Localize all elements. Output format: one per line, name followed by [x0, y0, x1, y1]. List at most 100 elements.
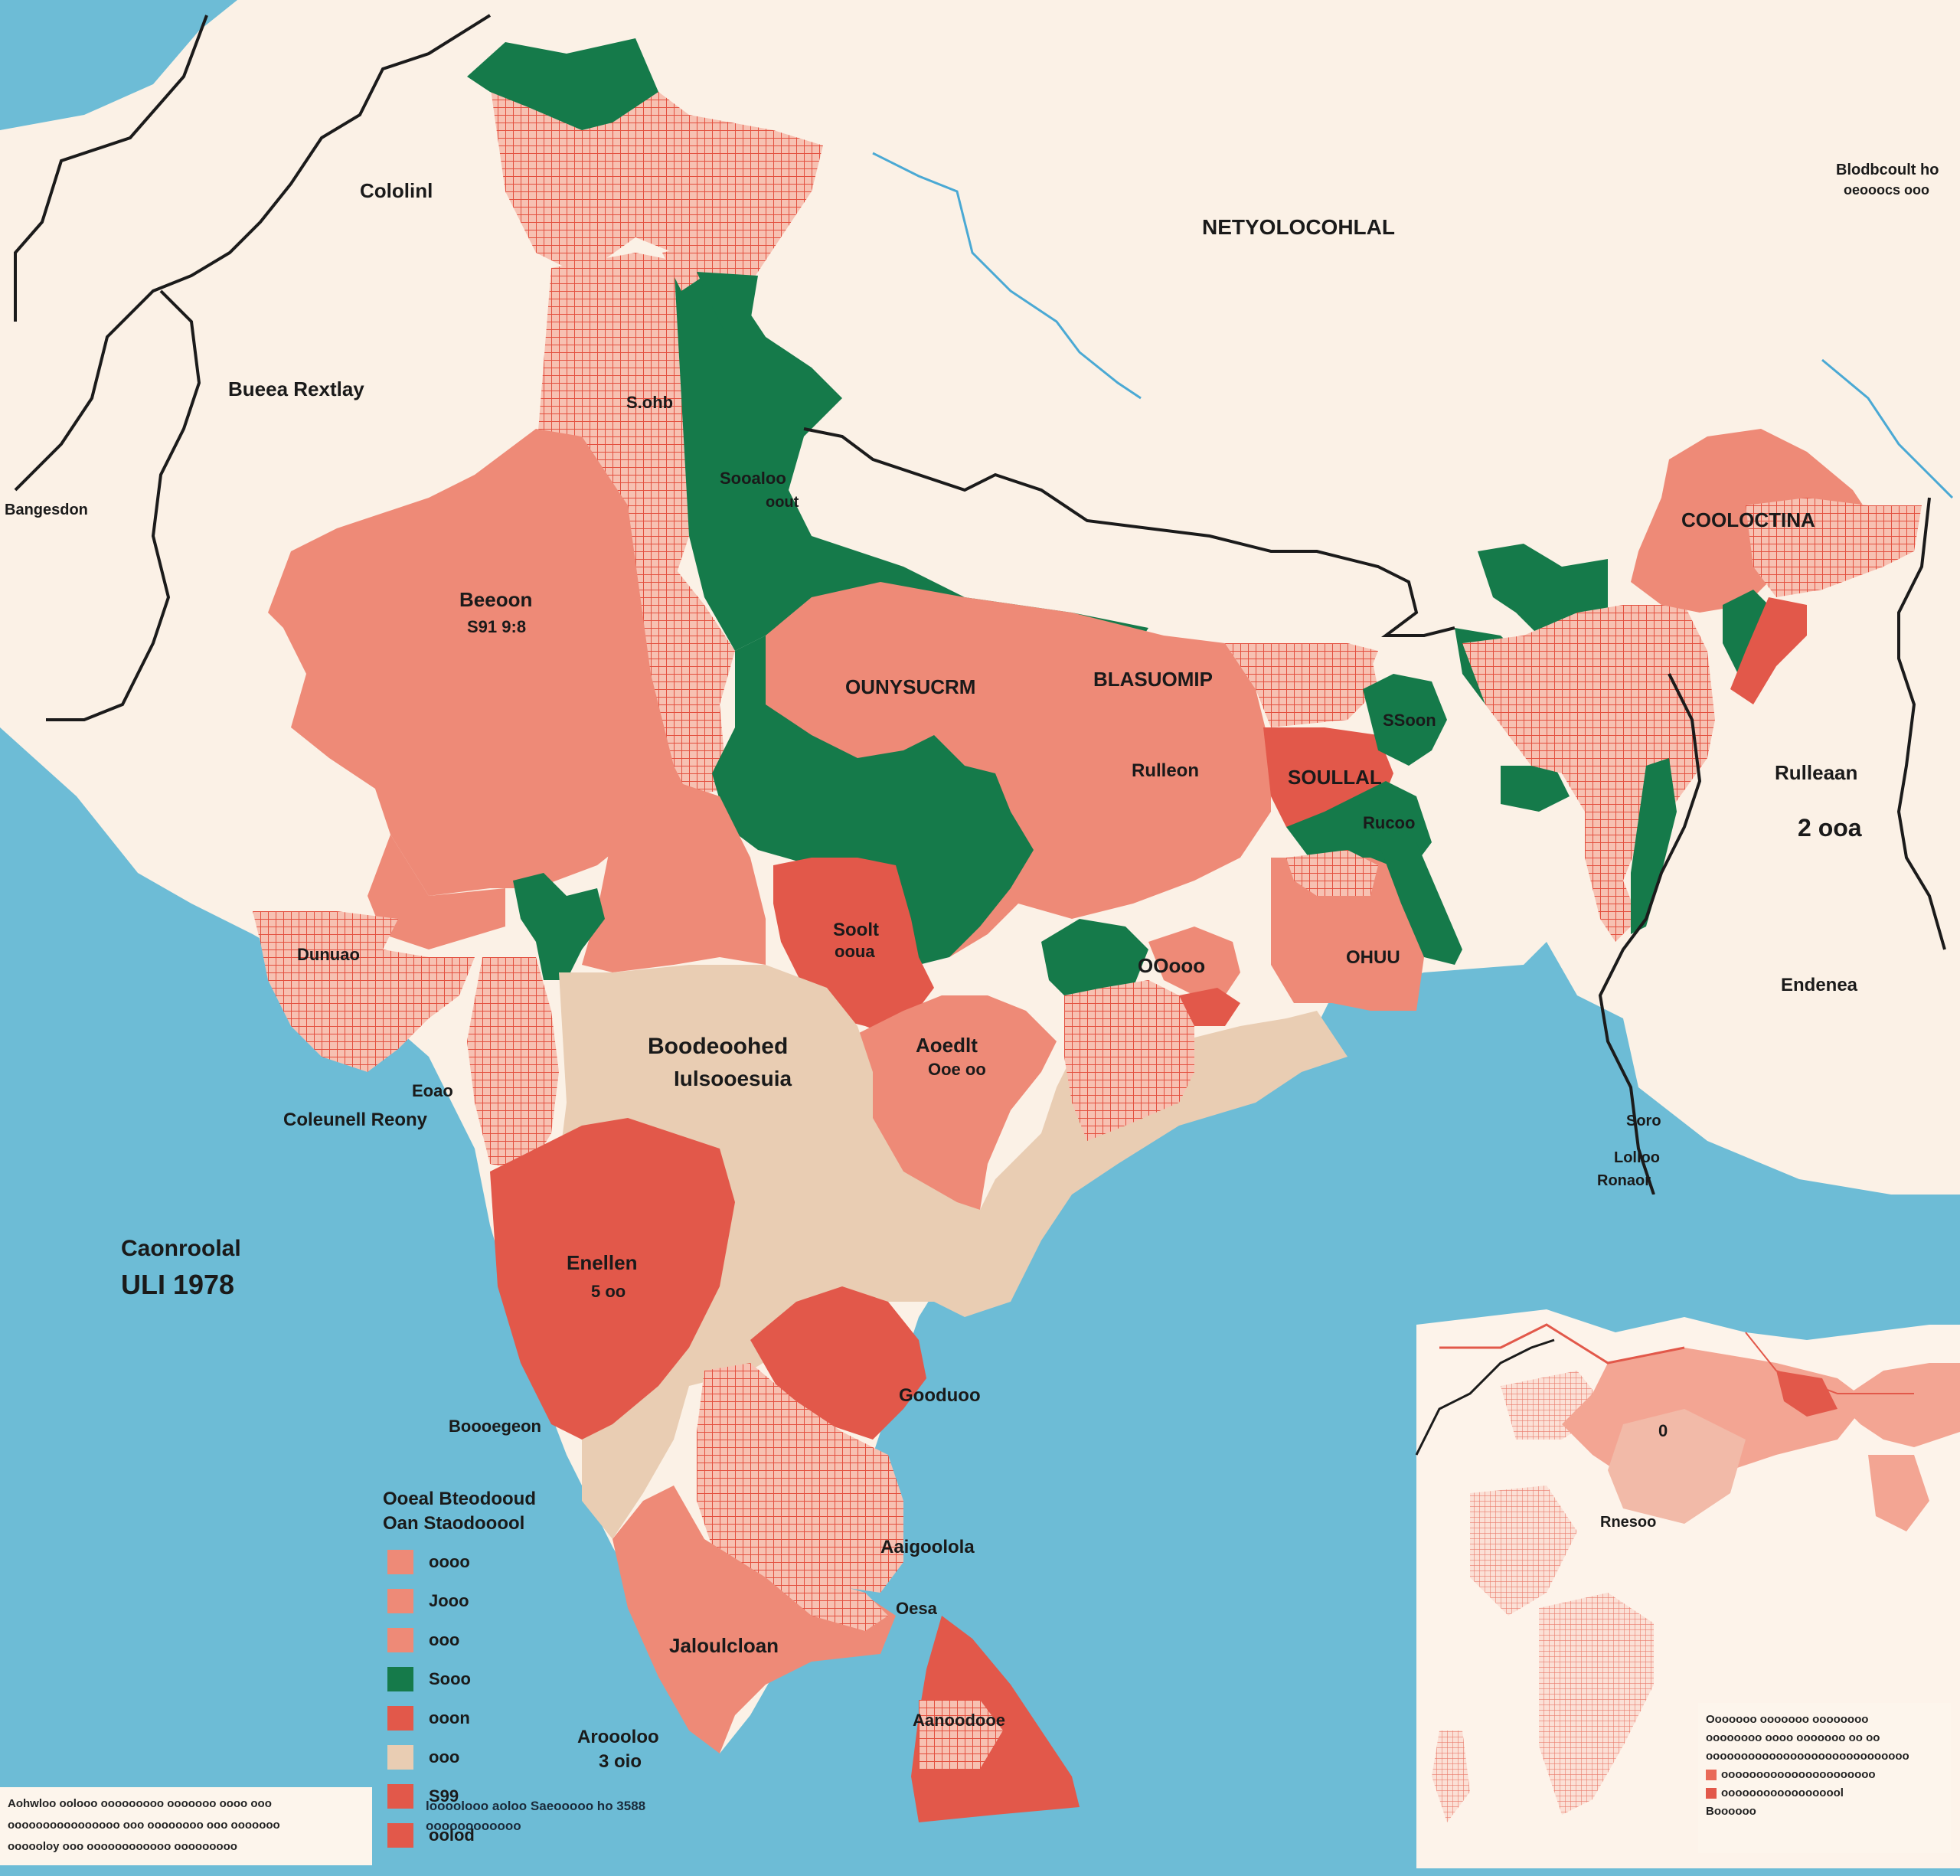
legend: Ooeal Bteodooud Oan Staodooool: [383, 1489, 597, 1534]
bottom-note-center: loooolooo aoloo Saeooooo ho 3588 ooooooo…: [426, 1796, 645, 1836]
legend-label: oolod: [429, 1825, 475, 1845]
state-ne-red: [1730, 597, 1807, 704]
label-coast: Boooegeon: [449, 1417, 541, 1436]
state-punjab-small: [662, 245, 704, 291]
border-line-myanmar: [1598, 673, 1702, 1195]
inset-legend-swatch-1: [1706, 1770, 1717, 1780]
label-west-edge: Bangesdon: [5, 502, 88, 518]
state-ne-green-3: [1501, 766, 1570, 812]
state-saurashtra: [253, 911, 475, 1072]
inset-legend-swatch-2: [1706, 1788, 1717, 1799]
legend-row: oolod: [387, 1823, 475, 1848]
label-odisha: OHUU: [1346, 947, 1400, 968]
note-center-line-1: loooolooo aoloo Saeooooo ho 3588: [426, 1799, 646, 1813]
legend-row: S99: [387, 1784, 459, 1809]
bottom-note-left: Aohwloo oolooo ooooooooo ooooooo oooo oo…: [0, 1787, 372, 1865]
label-jharkhand: OOooo: [1138, 954, 1205, 977]
state-sri-lanka-hatch: [919, 1700, 1003, 1769]
label-bihar-sub: Rulleon: [1132, 760, 1199, 781]
label-punjab-2: oout: [766, 494, 799, 511]
legend-label: Sooo: [429, 1669, 471, 1688]
label-bengal: SOULLAL: [1288, 766, 1382, 789]
state-ladakh-green: [467, 38, 658, 130]
state-karnataka: [490, 1118, 735, 1440]
label-bay-3: Ronaor: [1597, 1172, 1651, 1189]
label-bengal-sub: Rucoo: [1363, 813, 1415, 832]
label-bay-1: Soro: [1626, 1113, 1661, 1129]
label-east-coast: Gooduoo: [899, 1385, 981, 1406]
label-east-name: Rulleaan: [1775, 761, 1857, 784]
label-north-pocket: SSoon: [1383, 711, 1436, 730]
label-mp-1: Soolt: [833, 920, 879, 940]
river-tibet: [872, 152, 1142, 400]
note-left-line-3: oooooloy ooo oooooooooooo ooooooooo: [8, 1840, 237, 1853]
inset-note-line-1: Ooooooo ooooooo oooooooo: [1706, 1713, 1869, 1726]
label-karnataka-1: Enellen: [567, 1251, 637, 1274]
state-up: [750, 582, 1271, 957]
legend-label: Jooo: [429, 1591, 469, 1610]
label-ne-corner-1: Blodbcoult ho: [1836, 162, 1939, 178]
inset-legend-label-1: oooooooooooooooooooooo: [1721, 1768, 1876, 1781]
label-sri-lanka: Aanoodooe: [913, 1711, 1005, 1730]
state-sundarbans: [1225, 643, 1378, 704]
label-sea-2: ULI 1978: [121, 1269, 234, 1300]
inset-note-line-3: ooooooooooooooooooooooooooooo: [1706, 1750, 1909, 1763]
state-ne-green-5: [1631, 758, 1677, 934]
note-center-line-2: oooooooooooo: [426, 1819, 521, 1833]
state-coast-green: [1378, 842, 1462, 965]
inset-legend-item-1: oooooooooooooooooooooo: [1706, 1766, 1943, 1784]
state-andhra-hatch: [697, 1363, 903, 1593]
inset-label: Rnesoo: [1600, 1514, 1656, 1531]
border-line-north: [14, 14, 492, 492]
legend-label: ooo: [429, 1630, 460, 1649]
state-gujarat: [582, 781, 766, 972]
label-deccan-2: Iulsooesuia: [674, 1067, 792, 1090]
state-odisha-hatch: [1286, 850, 1378, 896]
note-left-line-2: oooooooooooooooo ooo oooooooo ooo oooooo…: [8, 1819, 280, 1832]
state-sri-lanka: [911, 1616, 1080, 1822]
legend-swatch: [387, 1550, 413, 1574]
legend-label: ooon: [429, 1708, 470, 1727]
label-ceylon: Oesa: [896, 1599, 938, 1618]
state-ne-hatch: [1462, 605, 1715, 942]
label-gujarat: Dunuao: [297, 945, 360, 964]
legend-row: Sooo: [387, 1667, 471, 1691]
label-punjab-1: Sooaloo: [720, 469, 786, 488]
label-deccan-1: Boodeoohed: [648, 1034, 788, 1059]
label-tibet: NETYOLOCOHLAL: [1202, 215, 1395, 239]
label-kerala: Jaloulcloan: [669, 1634, 779, 1657]
label-rajasthan-1: Beeoon: [459, 588, 532, 611]
inset-note-line-2: oooooooo oooo ooooooo oo oo: [1706, 1731, 1880, 1744]
label-chhattis-1: Aoedlt: [916, 1034, 978, 1057]
state-mp-green: [712, 636, 1034, 995]
inset-center-mark: 0: [1658, 1421, 1668, 1440]
label-east-value: 2 ooa: [1798, 814, 1862, 842]
label-bay-2: Lolloo: [1614, 1149, 1660, 1166]
label-chhattis-2: Ooe oo: [928, 1060, 986, 1079]
legend-swatch: [387, 1667, 413, 1691]
state-kerala-hatch: [766, 1577, 888, 1631]
state-ne-coral-hatch: [1746, 498, 1922, 597]
state-haryana-green: [697, 272, 758, 337]
legend-row: ooo: [387, 1628, 459, 1652]
label-west-coast-1: Eoao: [412, 1081, 453, 1100]
legend-swatch: [387, 1706, 413, 1731]
legend-row: ooo: [387, 1745, 459, 1770]
state-ne-green-1: [1478, 544, 1608, 636]
legend-row: Jooo: [387, 1589, 469, 1613]
state-small-red: [1179, 988, 1240, 1026]
legend-label: S99: [429, 1786, 459, 1806]
legend-title-1: Ooeal Bteodooud: [383, 1489, 536, 1509]
border-line-east: [1896, 497, 1946, 950]
label-rajasthan-2: S91 9:8: [467, 617, 526, 636]
legend-row: ooon: [387, 1706, 470, 1731]
legend-row: oooo: [387, 1550, 470, 1574]
label-tamil: Aaigoolola: [880, 1537, 975, 1557]
legend-swatch: [387, 1823, 413, 1848]
border-line-himalaya: [803, 427, 1455, 637]
label-north-neighbor: Cololinl: [360, 179, 433, 202]
inset-legend-item-2: oooooooooooooooool: [1706, 1784, 1943, 1802]
legend-label: ooo: [429, 1747, 460, 1767]
